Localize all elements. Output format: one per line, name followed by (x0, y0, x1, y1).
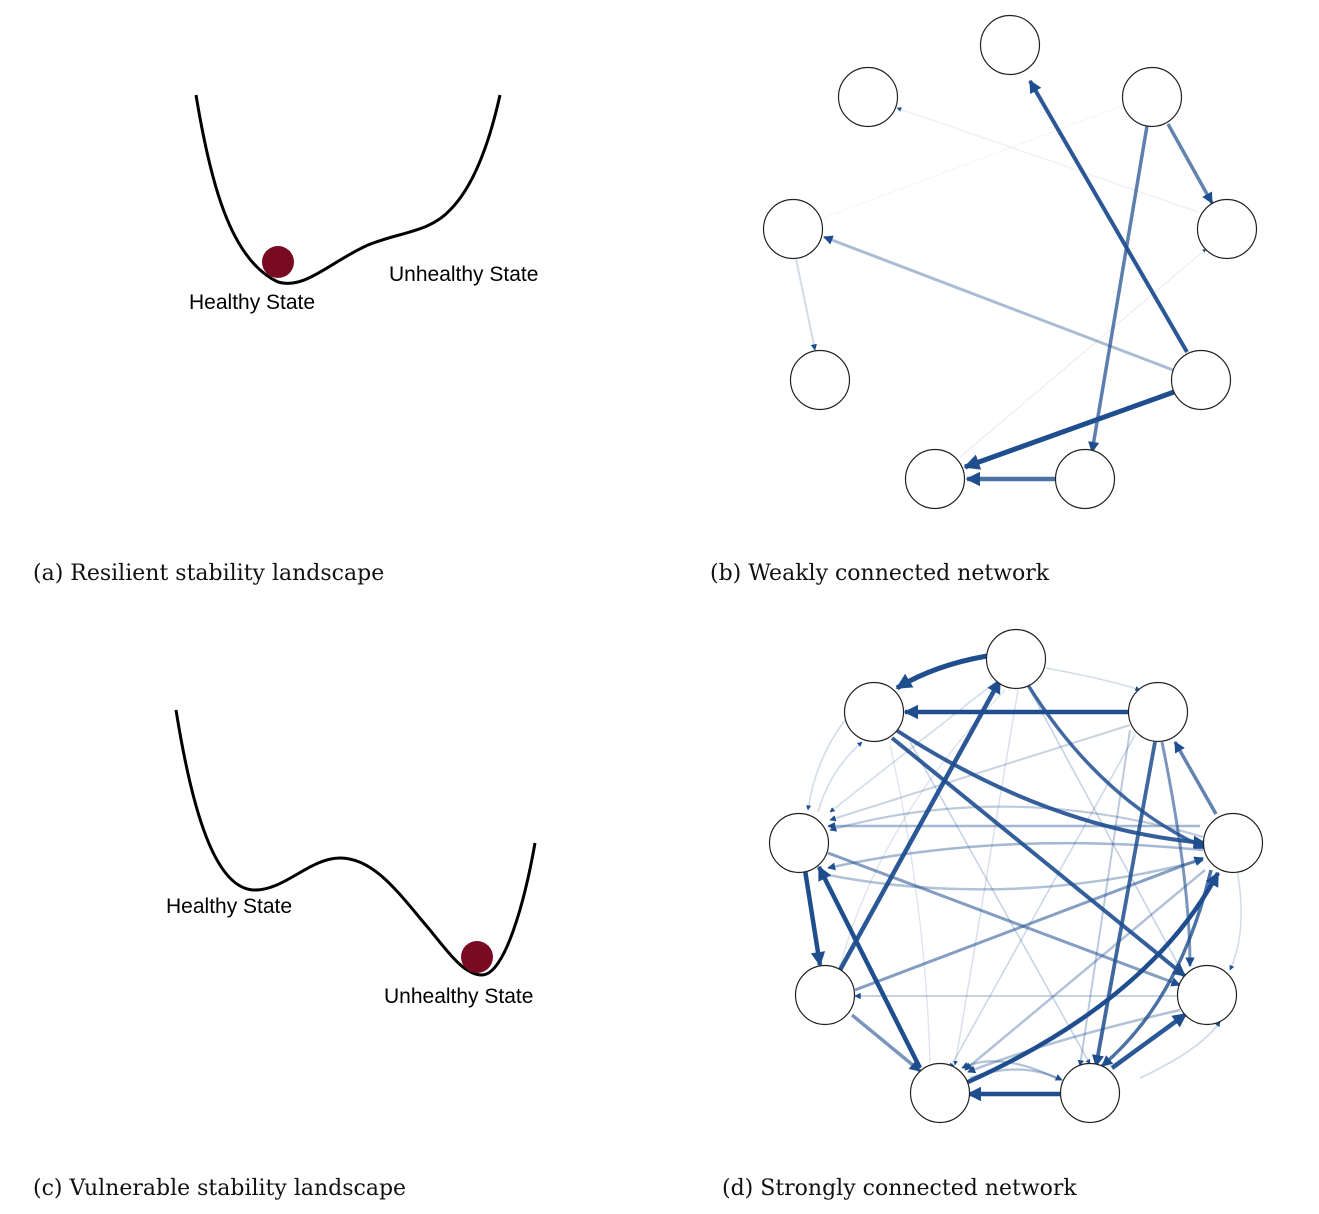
edge-b-2-4 (822, 104, 1125, 219)
edge-b-3-1 (896, 107, 1199, 213)
edge-d (969, 1068, 1063, 1081)
network-b-node (1170, 349, 1232, 411)
network-b-node (1196, 198, 1258, 260)
unhealthy-state-label-a: Unhealthy State (389, 263, 538, 286)
edge-d (839, 689, 1006, 967)
edge-d (854, 856, 1204, 992)
edge-d (838, 678, 1002, 972)
edge-d (953, 689, 1019, 1066)
edge-d (1173, 741, 1218, 815)
edge-d (894, 728, 1207, 849)
caption-b: (b) Weakly connected network (710, 561, 1050, 586)
healthy-state-label-c: Healthy State (166, 895, 292, 918)
panel-c-landscape: Healthy State Unhealthy State (166, 709, 537, 1008)
network-d-node (794, 964, 856, 1026)
edge-b-7-4 (823, 235, 1174, 372)
edge-d (802, 869, 826, 967)
edge-d (1100, 869, 1213, 1068)
edge-b-5-3 (959, 248, 1207, 458)
ball-a (262, 246, 294, 278)
edge-d (967, 1008, 1181, 1074)
network-b-node (762, 198, 824, 260)
panel-a-landscape: Healthy State Unhealthy State (189, 94, 538, 314)
edge-b-7-5 (963, 389, 1175, 470)
network-b-node (837, 66, 899, 128)
edge-d (1091, 741, 1157, 1068)
edge-d (827, 851, 1181, 987)
edge-d (964, 869, 1206, 1071)
edge-d (1110, 1012, 1188, 1070)
edge-b-2-6 (1088, 125, 1149, 454)
caption-d: (d) Strongly connected network (722, 1176, 1077, 1201)
network-d-nodes (768, 628, 1264, 1124)
network-d-node (1202, 812, 1264, 874)
ball-c (461, 941, 493, 973)
edge-d (829, 724, 1131, 822)
network-b-node (904, 448, 966, 510)
edge-d (890, 736, 1187, 978)
panel-b-network (762, 14, 1258, 510)
edge-b-7-0 (1028, 79, 1189, 354)
edge-d (1045, 667, 1141, 691)
caption-c: (c) Vulnerable stability landscape (33, 1176, 407, 1201)
panel-d-network (768, 628, 1264, 1124)
healthy-state-label-a: Healthy State (189, 291, 315, 314)
landscape-curve-c (174, 709, 537, 977)
edge-d (1029, 689, 1181, 969)
network-b-node (1121, 66, 1183, 128)
network-d-edges (802, 653, 1242, 1102)
edge-d (1229, 869, 1242, 971)
edge-d (817, 741, 863, 813)
edge-d (827, 857, 1204, 891)
landscape-curve-a (194, 94, 502, 285)
edge-d (1077, 729, 1131, 1067)
edge-d (949, 734, 1136, 1069)
edge-d (816, 865, 923, 1070)
network-d-node (1176, 964, 1238, 1026)
edge-d (895, 653, 988, 691)
edge-d (909, 741, 1091, 1065)
unhealthy-state-label-c: Unhealthy State (384, 985, 533, 1008)
edge-b-2-3 (1166, 123, 1214, 204)
network-b-edges (795, 79, 1214, 487)
network-d-node (843, 681, 905, 743)
edge-d (850, 1013, 922, 1073)
edge-b-4-8 (795, 258, 817, 351)
edge-d (806, 719, 846, 811)
edge-d (889, 744, 931, 1063)
network-d-node (909, 1062, 971, 1124)
network-d-node (1059, 1062, 1121, 1124)
network-b-node (1054, 448, 1116, 510)
edge-d (967, 871, 1220, 1085)
network-d-node (985, 628, 1047, 690)
network-b-node (789, 349, 851, 411)
edge-d (829, 679, 999, 813)
caption-a: (a) Resilient stability landscape (33, 561, 385, 586)
network-b-nodes (762, 14, 1258, 510)
edge-d (829, 805, 1204, 839)
network-b-node (979, 14, 1041, 76)
network-d-node (768, 812, 830, 874)
network-d-node (1127, 681, 1189, 743)
edge-d (1139, 1021, 1221, 1079)
edge-d (827, 841, 1204, 871)
